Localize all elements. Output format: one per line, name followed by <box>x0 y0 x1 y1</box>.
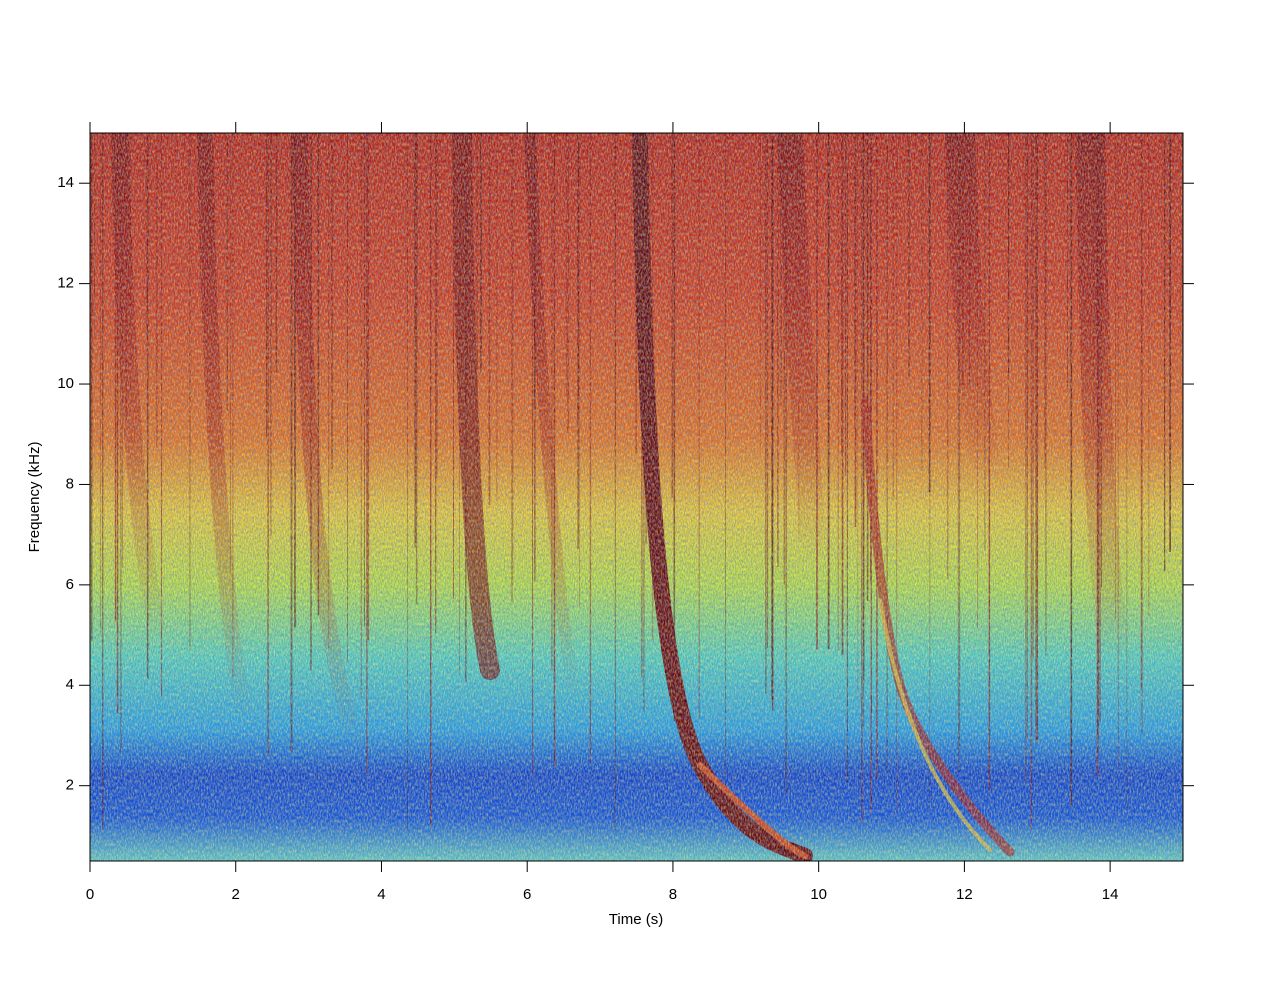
x-tick-label: 0 <box>86 886 94 903</box>
x-tick-label: 8 <box>669 886 677 903</box>
noise-overlay <box>90 133 1183 861</box>
x-axis-label: Time (s) <box>609 911 663 928</box>
y-tick-label: 10 <box>57 375 74 392</box>
spectrogram-image <box>90 133 1183 861</box>
y-tick-label: 6 <box>66 576 74 593</box>
x-tick-label: 10 <box>810 886 827 903</box>
y-tick-label: 12 <box>57 275 74 292</box>
y-tick-label: 2 <box>66 777 74 794</box>
y-tick-label: 14 <box>57 174 74 191</box>
x-tick-label: 12 <box>956 886 973 903</box>
x-tick-label: 2 <box>232 886 240 903</box>
x-tick-label: 6 <box>523 886 531 903</box>
y-axis-label: Frequency (kHz) <box>26 442 43 553</box>
x-tick-label: 14 <box>1102 886 1119 903</box>
y-tick-label: 8 <box>66 475 74 492</box>
y-tick-label: 4 <box>66 676 74 693</box>
plot-frame <box>89 132 1184 862</box>
x-tick-label: 4 <box>377 886 385 903</box>
